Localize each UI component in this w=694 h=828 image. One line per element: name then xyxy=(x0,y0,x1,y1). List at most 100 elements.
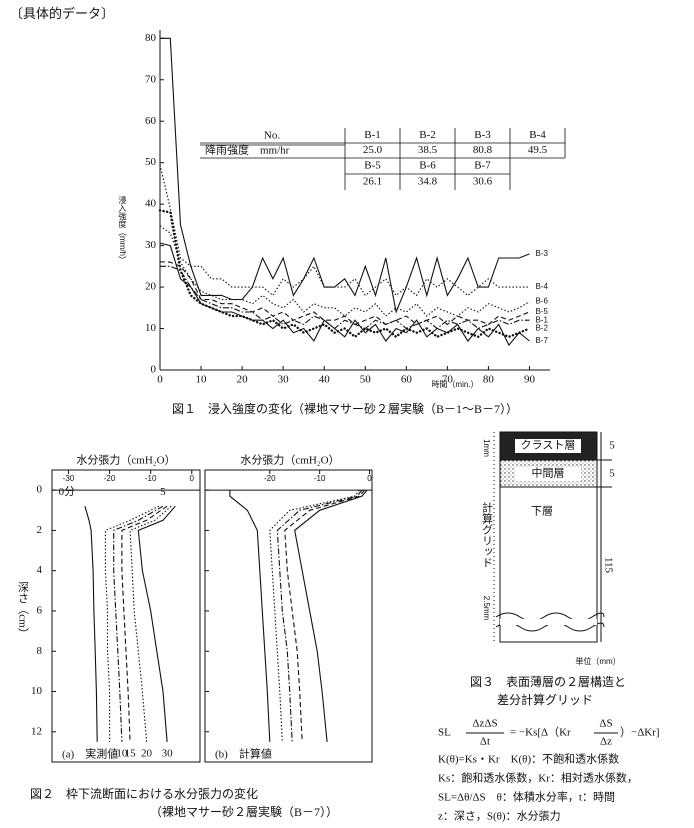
y-tick-label: 30 xyxy=(145,239,157,251)
profile-line xyxy=(284,489,365,742)
panel-label: (b) 計算値 xyxy=(215,747,272,761)
x-tick-label: 0 xyxy=(157,374,163,386)
panel-frame xyxy=(204,469,373,763)
grid-label: 計算グリッド xyxy=(480,501,493,568)
profile-line xyxy=(129,505,172,742)
grid-label: 1mm xyxy=(482,439,491,457)
y-tick-label: 60 xyxy=(145,115,157,127)
series-label: B-4 xyxy=(535,282,548,291)
y-tick-label: 10 xyxy=(145,322,157,334)
table-cell: B-4 xyxy=(529,129,546,141)
layer-label: 中間層 xyxy=(532,467,565,480)
table-cell: B-5 xyxy=(364,160,381,172)
formula-part: SL xyxy=(438,727,451,739)
figure-caption: 図３ 表面薄層の２層構造と xyxy=(470,674,626,689)
formula-line: SL=Δθ/ΔS θ：体積水分率，t：時間 xyxy=(438,790,615,804)
series-line xyxy=(159,261,530,326)
series-label: 20 xyxy=(141,748,153,760)
header: 〔具体的データ〕 xyxy=(10,6,114,21)
y-tick-label: 12 xyxy=(31,725,42,737)
profile-line xyxy=(113,505,164,742)
label-box xyxy=(515,439,581,453)
figure-caption: （裸地マサー砂２層実験（B－7）） xyxy=(150,804,338,819)
x-tick-label: 70 xyxy=(442,374,454,386)
table-cell: 26.1 xyxy=(363,176,382,188)
formula-part: ΔS xyxy=(599,718,612,730)
x-axis-title: 水分張力（cmH₂O） xyxy=(240,454,339,467)
formula-line: Ks：飽和透水係数，Kr：相対透水係数， xyxy=(438,771,638,785)
table-cell: B-7 xyxy=(474,160,491,172)
series-line xyxy=(160,37,530,314)
dimension-label: 5 xyxy=(609,468,615,480)
dimension-label: 115 xyxy=(602,557,614,574)
table-cell: 80.8 xyxy=(473,144,493,156)
profile-line xyxy=(276,489,363,742)
unit-label: 単位（mm） xyxy=(575,656,620,666)
y-tick-label: 0 xyxy=(37,484,43,496)
panel-frame xyxy=(51,469,201,763)
profile-line xyxy=(121,505,168,742)
series-line xyxy=(159,225,530,317)
formula-part: Δt xyxy=(480,736,490,748)
y-axis-title: 浸入強度（mm/h） xyxy=(118,196,127,264)
x-tick-label: -10 xyxy=(314,474,326,483)
figure3: クラスト層 中間層 下層 5 5 115 1mm 計算グリッド 2.5mm 単位… xyxy=(470,431,626,707)
x-tick-label: 60 xyxy=(401,374,413,386)
profile-line xyxy=(294,489,368,742)
x-tick-label: 30 xyxy=(278,374,290,386)
panel-label: (a) 実測値 xyxy=(62,747,118,761)
layer-frame xyxy=(499,431,598,643)
x-tick-label: -20 xyxy=(264,474,276,483)
table-header: No. xyxy=(264,130,280,142)
series-line xyxy=(159,242,530,347)
table-cell: 34.8 xyxy=(418,176,438,188)
series-label: 15 xyxy=(125,748,137,760)
table-cell: 38.5 xyxy=(418,144,438,156)
table-label: 降雨強度 mm/hr xyxy=(205,143,290,157)
formula-part: ）−ΔKr] xyxy=(620,726,660,739)
formula-line: K(θ)=Ks・Kr K(θ)：不飽和透水係数 xyxy=(438,752,619,766)
y-tick-label: 6 xyxy=(37,604,43,616)
figure-caption: 図２ 枠下流断面における水分張力の変化 xyxy=(30,786,258,801)
profile-line xyxy=(84,506,98,742)
x-axis-title: 水分張力（cmH₂O） xyxy=(76,454,175,467)
series-label: 0分 xyxy=(59,485,76,498)
series-line xyxy=(158,209,531,339)
table-cell: B-2 xyxy=(419,129,436,141)
series-line xyxy=(159,164,530,297)
formula-part: = −Ks[Δ（Kr xyxy=(510,726,571,739)
x-tick-label: -10 xyxy=(145,474,157,483)
x-tick-label: 40 xyxy=(319,374,331,386)
profile-line xyxy=(229,490,271,742)
y-tick-label: 0 xyxy=(151,364,157,376)
table-bg xyxy=(202,146,344,157)
x-tick-label: -20 xyxy=(104,474,116,483)
y-tick-label: 50 xyxy=(145,156,157,168)
y-tick-label: 2 xyxy=(37,524,43,536)
figure-caption: 差分計算グリッド xyxy=(497,692,593,707)
y-axis-title: 深さ（cm） xyxy=(16,581,29,639)
series-label: B-5 xyxy=(535,307,548,316)
x-tick-label: 50 xyxy=(360,374,372,386)
grid-label: 2.5mm xyxy=(482,596,491,621)
formula-part: ΔzΔS xyxy=(472,718,497,730)
y-tick-label: 40 xyxy=(145,198,157,210)
formula-line: z：深さ，S(θ)：水分張力 xyxy=(438,810,561,823)
formula-part: Δz xyxy=(600,736,612,748)
layer-label: クラスト層 xyxy=(521,439,576,452)
table-cell: B-1 xyxy=(364,129,381,141)
x-tick-label: 80 xyxy=(483,374,495,386)
series-label: B-2 xyxy=(535,324,548,333)
x-tick-label: 0 xyxy=(367,474,372,483)
dimension-label: 5 xyxy=(609,440,615,452)
series-label: B-3 xyxy=(535,249,548,258)
profile-line xyxy=(137,505,176,742)
x-tick-label: 10 xyxy=(196,374,208,386)
series-label: 30 xyxy=(162,748,174,760)
y-tick-label: 80 xyxy=(145,32,157,44)
series-label: 10 xyxy=(116,748,128,760)
series-label: 5 xyxy=(160,486,166,498)
y-tick-label: 70 xyxy=(145,73,157,85)
